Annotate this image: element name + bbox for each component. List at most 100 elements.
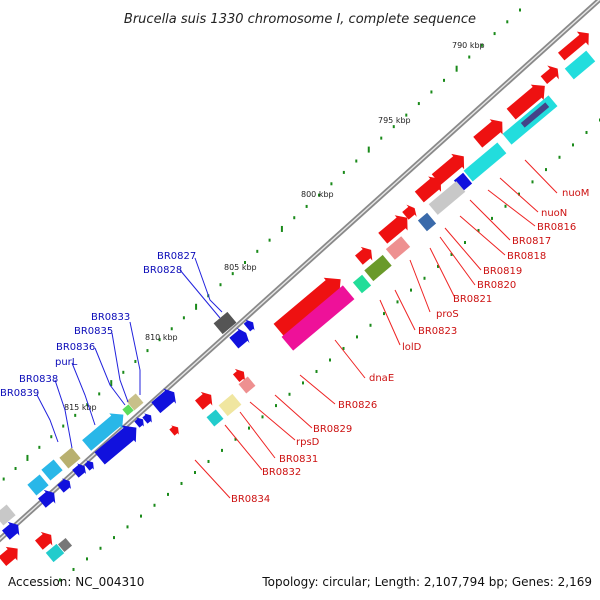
- ruler-tick: [392, 125, 395, 129]
- ruler-tick: [585, 130, 588, 134]
- gene-label[interactable]: BR0835: [74, 326, 113, 337]
- ruler-tick: [158, 338, 161, 342]
- ruler-tick: [14, 466, 17, 470]
- gene-label[interactable]: proS: [436, 309, 459, 320]
- ruler-tick: [380, 136, 383, 140]
- ruler-tick: [437, 264, 439, 268]
- ruler-tick: [531, 180, 534, 184]
- scale-label-815: 815 kbp: [64, 403, 97, 412]
- gene-label[interactable]: BR0838: [19, 374, 58, 385]
- ruler-tick: [98, 392, 101, 396]
- ruler-tick: [450, 252, 453, 256]
- ruler-tick: [477, 228, 480, 232]
- ruler-tick: [62, 424, 65, 428]
- ruler-tick: [59, 578, 61, 582]
- ruler-tick: [180, 481, 183, 485]
- ruler-tick: [280, 225, 283, 232]
- ruler-tick: [146, 349, 149, 353]
- gene-label[interactable]: nuoN: [541, 208, 567, 219]
- ruler-tick: [234, 437, 237, 441]
- ruler-tick: [396, 300, 399, 304]
- ruler-tick: [167, 492, 169, 496]
- ruler-tick: [2, 477, 5, 481]
- gene-label[interactable]: BR0829: [313, 424, 352, 435]
- ruler-tick: [288, 392, 291, 396]
- ruler-tick: [330, 182, 333, 186]
- gene-labels-right: nuoM nuoN BR0816 BR0817 BR0818 BR0819 BR…: [231, 188, 589, 505]
- gene-label[interactable]: purL: [55, 357, 78, 368]
- gene-label[interactable]: BR0817: [512, 236, 551, 247]
- ruler-tick: [74, 413, 77, 417]
- gene-label[interactable]: BR0831: [279, 454, 318, 465]
- ruler-tick: [493, 32, 496, 36]
- ruler-tick: [405, 113, 408, 117]
- gene-label[interactable]: nuoM: [562, 188, 589, 199]
- leader-lines-blue: [36, 257, 223, 449]
- gene-label[interactable]: dnaE: [369, 373, 394, 384]
- ruler-tick: [170, 327, 173, 331]
- ruler-tick: [443, 78, 446, 82]
- gene-label[interactable]: BR0816: [537, 222, 576, 233]
- gene-label[interactable]: lolD: [402, 342, 422, 353]
- ruler-tick: [248, 426, 250, 430]
- ruler-tick: [231, 272, 234, 276]
- ruler-tick: [305, 204, 308, 208]
- ruler-tick: [464, 241, 466, 244]
- gene-label[interactable]: BR0833: [91, 312, 130, 323]
- map-title: Brucella suis 1330 chromosome I, complet…: [124, 12, 476, 27]
- ruler-tick: [355, 159, 358, 163]
- gene-label[interactable]: BR0834: [231, 494, 270, 505]
- scale-label-795: 795 kbp: [378, 116, 411, 125]
- ruler-tick: [293, 216, 296, 220]
- scale-label-790: 790 kbp: [452, 41, 485, 50]
- gene-label[interactable]: BR0828: [143, 265, 182, 276]
- gene-label[interactable]: BR0821: [453, 294, 492, 305]
- scale-label-810: 810 kbp: [145, 333, 178, 342]
- ruler-tick: [207, 459, 210, 463]
- ruler-tick: [110, 380, 113, 387]
- ruler-dots: [2, 8, 600, 582]
- ruler-tick: [545, 168, 547, 172]
- gene-label[interactable]: BR0823: [418, 326, 457, 337]
- reverse-features: [2, 50, 596, 563]
- ruler-tick: [302, 381, 304, 385]
- ruler-tick: [430, 90, 433, 94]
- gene-label[interactable]: BR0819: [483, 266, 522, 277]
- forward-features: [0, 31, 589, 567]
- gene-label[interactable]: BR0836: [56, 342, 95, 353]
- ruler-tick: [423, 276, 426, 280]
- ruler-tick: [256, 249, 259, 253]
- ruler-tick: [38, 445, 41, 449]
- ruler-tick: [342, 170, 345, 174]
- ruler-tick: [153, 503, 156, 507]
- ruler-tick: [315, 369, 318, 373]
- ruler-tick: [318, 193, 321, 197]
- ruler-tick: [329, 358, 331, 362]
- gene-label[interactable]: BR0827: [157, 251, 196, 262]
- ruler-tick: [558, 155, 561, 159]
- ruler-tick: [113, 536, 115, 540]
- ruler-tick: [268, 238, 271, 242]
- gene-label[interactable]: BR0832: [262, 467, 301, 478]
- ruler-tick: [195, 303, 198, 310]
- ruler-tick: [86, 557, 88, 561]
- ruler-tick: [275, 404, 277, 408]
- gene-label[interactable]: BR0820: [477, 280, 516, 291]
- scale-label-800: 800 kbp: [301, 190, 334, 199]
- ruler-tick: [26, 454, 29, 461]
- ruler-tick: [122, 370, 125, 374]
- ruler-tick: [518, 192, 520, 196]
- ruler-tick: [356, 335, 358, 339]
- gene-label[interactable]: BR0839: [0, 388, 39, 399]
- leader-lines-red: [194, 159, 558, 499]
- gene-label[interactable]: rpsD: [296, 437, 320, 448]
- forward-features-inner: [27, 413, 124, 496]
- ruler-tick: [244, 261, 246, 264]
- ruler-tick: [126, 525, 129, 529]
- gene-label[interactable]: BR0826: [338, 400, 377, 411]
- ruler-tick: [72, 567, 75, 571]
- gene-label[interactable]: BR0818: [507, 251, 546, 262]
- ruler-tick: [86, 403, 89, 407]
- ruler-tick: [369, 323, 372, 327]
